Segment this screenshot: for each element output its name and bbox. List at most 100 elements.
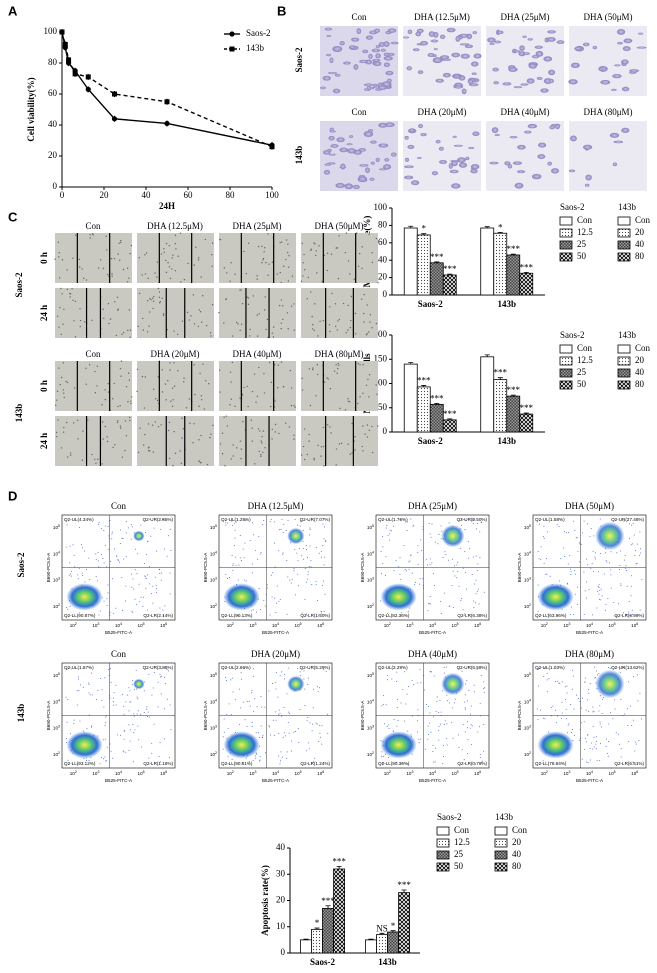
cell xyxy=(453,144,463,147)
x-axis-label: B525-FITC-A xyxy=(576,630,604,635)
cell xyxy=(165,399,167,401)
x-axis-label: B525-FITC-A xyxy=(576,778,604,783)
scratch-image xyxy=(301,288,378,338)
cell xyxy=(280,299,283,301)
cell xyxy=(368,429,371,432)
tick-exponent: 3 xyxy=(58,577,60,581)
micrograph xyxy=(569,121,647,191)
event-dot xyxy=(555,680,557,682)
event-dot xyxy=(460,599,462,601)
cell xyxy=(336,247,339,249)
tick-label: 105 xyxy=(295,622,302,628)
event-dot xyxy=(384,574,386,576)
event-dot xyxy=(257,558,259,560)
event-dot xyxy=(433,675,435,677)
event-dot xyxy=(136,603,138,605)
event-dot xyxy=(282,531,284,533)
cell xyxy=(342,302,345,305)
cell xyxy=(261,245,263,248)
cell xyxy=(78,258,81,261)
tick-exponent: 4 xyxy=(372,698,374,702)
cell xyxy=(272,326,275,328)
cell xyxy=(407,144,415,149)
event-dot xyxy=(69,574,71,576)
event-dot xyxy=(108,535,110,537)
cell xyxy=(522,35,527,38)
cell xyxy=(171,268,173,270)
event-dot xyxy=(235,556,237,558)
tick-base: 10 xyxy=(452,623,458,628)
event-dot xyxy=(547,731,549,733)
event-dot xyxy=(308,748,310,750)
event-dot xyxy=(96,699,98,701)
event-dot xyxy=(590,528,592,530)
event-dot xyxy=(632,761,634,763)
cell xyxy=(617,41,623,45)
cell xyxy=(361,445,363,448)
event-dot xyxy=(588,692,590,694)
event-dot xyxy=(563,547,565,549)
event-dot xyxy=(259,736,261,738)
cell xyxy=(435,139,441,144)
tick-base: 10 xyxy=(249,771,255,776)
event-dot xyxy=(429,533,431,535)
event-dot xyxy=(402,688,404,690)
event-dot xyxy=(445,666,447,668)
tick-base: 10 xyxy=(384,623,390,628)
cell xyxy=(621,86,630,92)
cell xyxy=(239,440,242,442)
cell xyxy=(181,417,183,420)
cell xyxy=(459,43,470,46)
event-dot xyxy=(131,573,133,575)
cell xyxy=(265,328,267,331)
cell xyxy=(57,241,60,243)
cell xyxy=(162,313,165,315)
event-dot xyxy=(607,667,609,669)
event-dot xyxy=(632,522,634,524)
legend-marker xyxy=(229,46,235,52)
event-dot xyxy=(76,690,78,692)
event-dot xyxy=(566,692,568,694)
event-dot xyxy=(539,709,541,711)
event-dot xyxy=(69,733,71,735)
cell xyxy=(321,280,323,283)
cell xyxy=(526,78,535,84)
cell xyxy=(154,421,156,423)
legend-swatch xyxy=(494,862,508,872)
event-dot xyxy=(440,711,442,713)
event-dot xyxy=(464,707,466,709)
event-dot xyxy=(227,522,229,524)
tick-label: 104 xyxy=(53,698,60,704)
tick-exponent: 2 xyxy=(389,622,391,626)
y-tick-label: 20 xyxy=(276,895,286,905)
cell xyxy=(122,331,125,334)
event-dot xyxy=(252,563,254,565)
cell xyxy=(102,308,104,311)
event-dot xyxy=(578,697,580,699)
event-dot xyxy=(625,565,627,567)
tick-label: 104 xyxy=(115,622,122,628)
cell xyxy=(209,436,211,439)
event-dot xyxy=(428,733,430,735)
tick-label: 103 xyxy=(563,622,570,628)
cell xyxy=(223,416,225,418)
cell xyxy=(173,385,176,387)
event-dot xyxy=(131,586,133,588)
event-dot xyxy=(286,560,288,562)
cell xyxy=(156,399,159,402)
event-dot xyxy=(282,736,284,738)
event-dot xyxy=(255,757,257,759)
cluster xyxy=(287,675,305,693)
cell xyxy=(101,404,103,406)
event-dot xyxy=(136,573,138,575)
event-dot xyxy=(239,688,241,690)
event-dot xyxy=(388,727,390,729)
event-dot xyxy=(413,525,415,527)
event-dot xyxy=(251,692,253,694)
tick-base: 10 xyxy=(210,552,216,557)
scratch-image xyxy=(219,233,296,283)
event-dot xyxy=(230,679,232,681)
event-dot xyxy=(588,710,590,712)
cell xyxy=(409,128,414,133)
event-dot xyxy=(314,757,316,759)
